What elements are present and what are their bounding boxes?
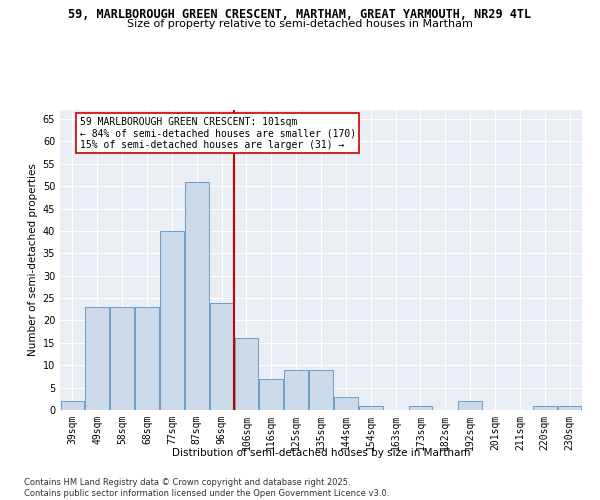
Bar (185, 182, 209, 410)
Bar (110, 307, 134, 410)
Bar (458, 401, 482, 410)
Bar (334, 396, 358, 410)
Bar (309, 370, 333, 410)
Bar (135, 307, 159, 410)
Bar (558, 406, 581, 410)
Bar (284, 370, 308, 410)
Text: 59, MARLBOROUGH GREEN CRESCENT, MARTHAM, GREAT YARMOUTH, NR29 4TL: 59, MARLBOROUGH GREEN CRESCENT, MARTHAM,… (68, 8, 532, 20)
Text: Size of property relative to semi-detached houses in Martham: Size of property relative to semi-detach… (127, 19, 473, 29)
Bar (61, 401, 84, 410)
Bar (359, 406, 383, 410)
Y-axis label: Number of semi-detached properties: Number of semi-detached properties (28, 164, 38, 356)
Text: 59 MARLBOROUGH GREEN CRESCENT: 101sqm
← 84% of semi-detached houses are smaller : 59 MARLBOROUGH GREEN CRESCENT: 101sqm ← … (80, 116, 356, 150)
Bar (533, 406, 557, 410)
Text: Contains HM Land Registry data © Crown copyright and database right 2025.
Contai: Contains HM Land Registry data © Crown c… (24, 478, 389, 498)
Bar (160, 231, 184, 410)
Bar (85, 307, 109, 410)
Text: Distribution of semi-detached houses by size in Martham: Distribution of semi-detached houses by … (172, 448, 470, 458)
Bar (235, 338, 258, 410)
Bar (210, 302, 233, 410)
Bar (409, 406, 432, 410)
Bar (259, 378, 283, 410)
